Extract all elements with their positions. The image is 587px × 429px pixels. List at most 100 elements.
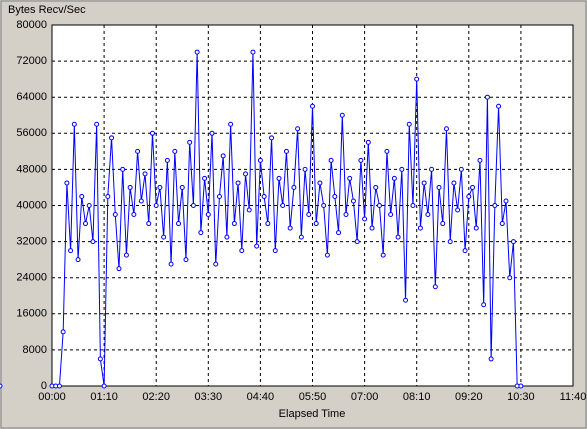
data-point: [235, 180, 241, 186]
data-point: [484, 94, 490, 100]
data-point: [116, 266, 122, 272]
data-point: [391, 175, 397, 181]
data-point: [510, 239, 516, 245]
data-point: [343, 212, 349, 218]
data-point: [518, 383, 524, 389]
data-point: [354, 239, 360, 245]
data-point: [79, 193, 85, 199]
data-point: [86, 203, 92, 208]
data-point: [243, 171, 249, 177]
data-point: [358, 157, 364, 163]
data-point: [172, 148, 178, 154]
y-tick-label: 24000: [16, 272, 47, 284]
data-point: [250, 49, 256, 55]
data-point: [496, 103, 502, 109]
data-point: [436, 184, 442, 190]
data-point: [239, 248, 245, 254]
y-tick-label: 40000: [16, 199, 47, 211]
data-point: [127, 184, 133, 190]
data-point: [310, 103, 315, 109]
x-tick-label: 11:40: [560, 391, 587, 403]
data-point: [205, 212, 211, 218]
data-point: [131, 212, 137, 218]
data-point: [101, 383, 107, 389]
data-point: [362, 216, 368, 222]
chart-title: Bytes Recv/Sec: [8, 4, 86, 16]
data-point: [291, 184, 297, 190]
y-tick-label: 0: [41, 380, 47, 392]
data-point: [425, 212, 431, 218]
data-point: [97, 356, 103, 362]
data-point: [350, 198, 356, 204]
data-point: [112, 212, 118, 218]
data-point: [443, 126, 449, 132]
data-point: [224, 234, 230, 240]
data-point: [257, 157, 263, 163]
data-point: [168, 261, 174, 267]
y-tick-label: 56000: [16, 127, 47, 139]
data-point: [213, 261, 219, 267]
data-point: [421, 180, 427, 186]
data-point: [265, 221, 271, 227]
data-point: [209, 130, 215, 136]
data-point: [507, 275, 513, 281]
data-point: [395, 234, 401, 240]
data-point: [470, 184, 476, 190]
data-point: [432, 284, 438, 290]
data-point: [220, 153, 226, 159]
data-point: [164, 157, 170, 163]
x-tick-label: 02:20: [142, 391, 170, 403]
data-point: [499, 221, 505, 227]
data-point: [417, 225, 423, 231]
data-point: [481, 302, 487, 308]
data-point: [276, 175, 282, 181]
data-point: [120, 166, 126, 172]
data-point: [488, 356, 494, 362]
data-point: [440, 221, 446, 227]
data-point: [429, 166, 435, 172]
data-point: [0, 383, 3, 389]
data-point: [447, 239, 453, 245]
data-point: [202, 175, 208, 181]
data-point: [135, 148, 141, 154]
x-tick-label: 10:30: [507, 391, 535, 403]
data-point: [365, 139, 371, 145]
data-point: [462, 248, 468, 254]
data-point: [109, 135, 115, 141]
data-point: [321, 203, 327, 208]
data-point: [90, 239, 96, 245]
data-point: [458, 166, 464, 172]
data-point: [414, 76, 420, 82]
data-point: [324, 252, 330, 258]
data-point: [347, 175, 353, 181]
data-point: [138, 198, 144, 204]
y-tick-label: 8000: [23, 344, 47, 356]
data-point: [451, 180, 457, 186]
y-tick-label: 64000: [16, 91, 47, 103]
data-point: [64, 180, 70, 186]
data-point: [60, 329, 66, 335]
data-point: [306, 212, 312, 218]
data-point: [216, 193, 222, 199]
data-point: [149, 130, 155, 136]
data-point: [384, 148, 390, 154]
x-tick-label: 00:00: [38, 391, 66, 403]
data-point: [71, 121, 77, 127]
data-point: [403, 297, 409, 303]
data-point: [82, 221, 88, 227]
data-point: [280, 203, 286, 208]
y-tick-label: 72000: [16, 55, 47, 67]
data-point: [376, 203, 382, 208]
data-point: [492, 203, 498, 208]
data-point: [179, 184, 185, 190]
data-point: [68, 248, 74, 254]
data-point: [56, 383, 62, 389]
data-point: [336, 230, 342, 236]
data-point: [302, 166, 308, 172]
data-point: [295, 126, 301, 132]
data-point: [477, 157, 483, 163]
data-point: [410, 203, 416, 208]
data-point: [380, 252, 386, 258]
